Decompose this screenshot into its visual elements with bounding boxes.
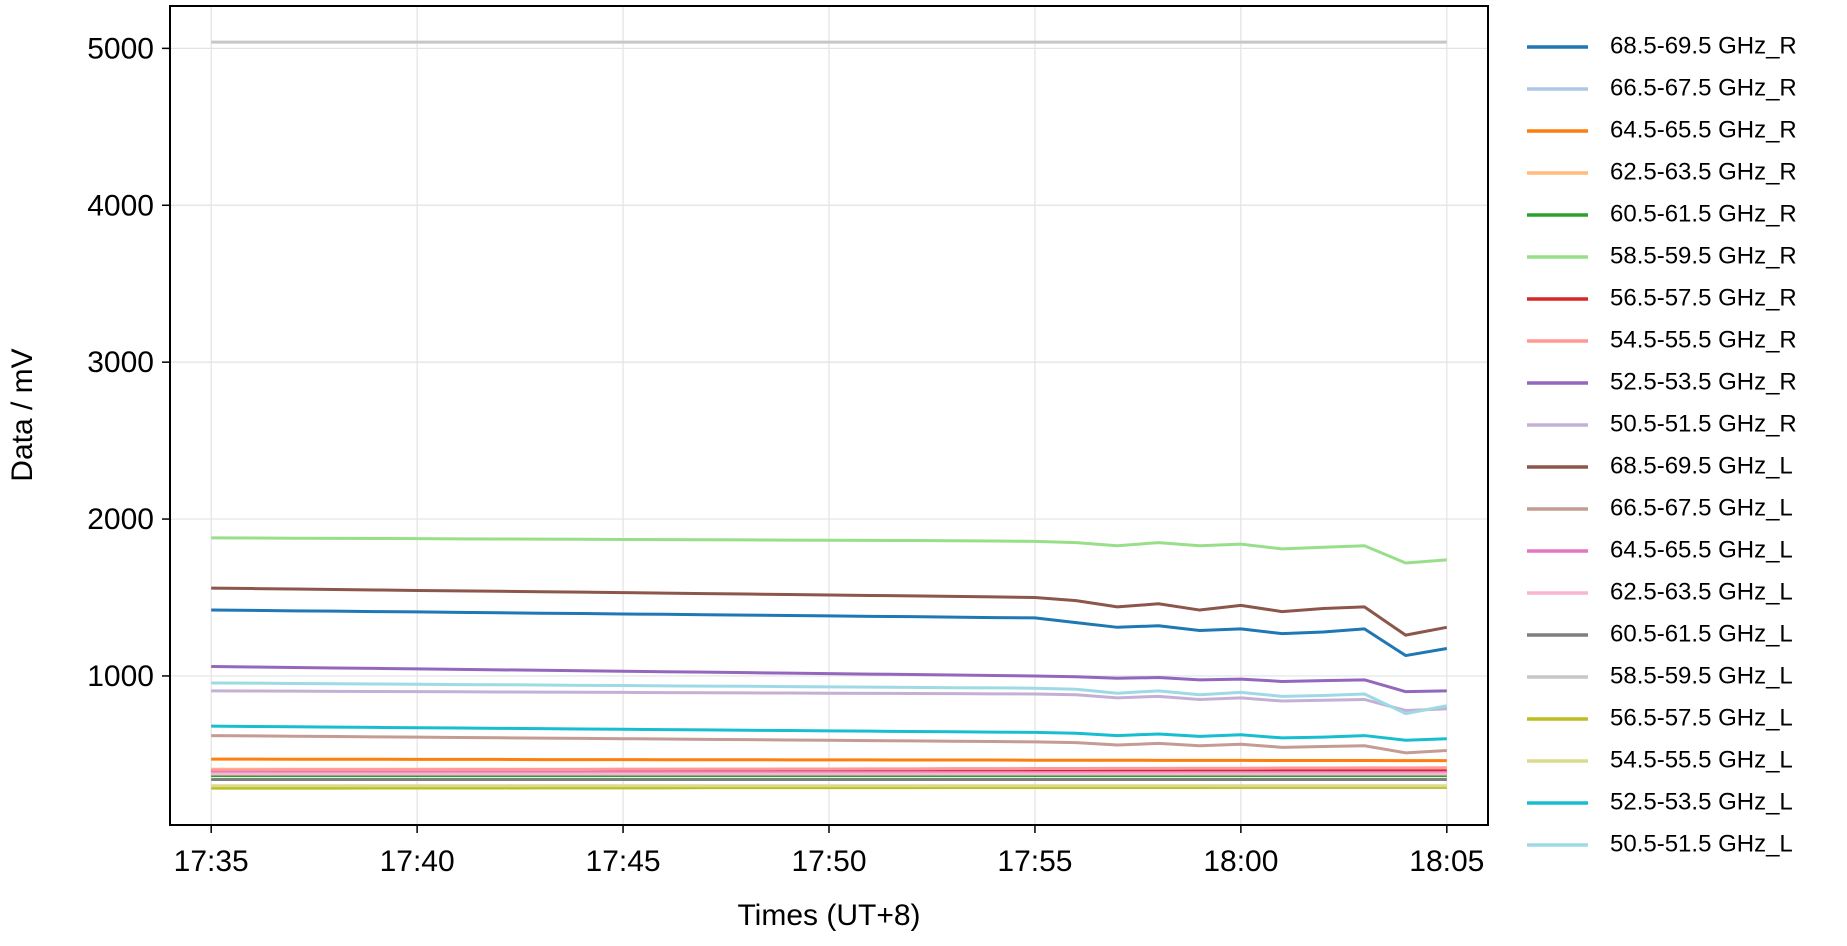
x-tick-label: 17:50 — [791, 845, 866, 878]
x-tick-label: 17:35 — [174, 845, 249, 878]
legend-label: 64.5-65.5 GHz_R — [1610, 116, 1797, 143]
legend-label: 66.5-67.5 GHz_R — [1610, 74, 1797, 101]
x-tick-label: 17:45 — [586, 845, 661, 878]
legend-label: 56.5-57.5 GHz_L — [1610, 704, 1793, 731]
legend-label: 62.5-63.5 GHz_L — [1610, 578, 1793, 605]
legend-label: 56.5-57.5 GHz_R — [1610, 284, 1797, 311]
legend-label: 52.5-53.5 GHz_R — [1610, 368, 1797, 395]
legend-label: 68.5-69.5 GHz_L — [1610, 452, 1793, 479]
y-axis-label: Data / mV — [6, 348, 39, 481]
legend-label: 54.5-55.5 GHz_L — [1610, 746, 1793, 773]
x-tick-label: 17:55 — [997, 845, 1072, 878]
y-tick-label: 5000 — [87, 32, 154, 65]
series-line — [211, 757, 1447, 763]
legend-label: 52.5-53.5 GHz_L — [1610, 788, 1793, 815]
legend-label: 68.5-69.5 GHz_R — [1610, 32, 1797, 59]
x-axis-label: Times (UT+8) — [737, 899, 920, 932]
series-line — [211, 586, 1448, 637]
series-line — [211, 689, 1447, 712]
x-tick-label: 17:40 — [380, 845, 455, 878]
series-line — [211, 724, 1447, 742]
y-tick-label: 4000 — [87, 189, 154, 222]
y-tick-label: 1000 — [87, 660, 154, 693]
x-tick-label: 18:05 — [1409, 845, 1484, 878]
series-line — [211, 681, 1448, 716]
y-tick-label: 3000 — [87, 346, 154, 379]
legend-label: 62.5-63.5 GHz_R — [1610, 158, 1797, 185]
legend-label: 50.5-51.5 GHz_L — [1610, 830, 1793, 857]
legend-label: 58.5-59.5 GHz_L — [1610, 662, 1793, 689]
legend: 68.5-69.5 GHz_R 66.5-67.5 GHz_R 64.5-65.5 … — [1527, 32, 1797, 857]
y-tick-label: 2000 — [87, 503, 154, 536]
series-line — [211, 608, 1448, 658]
x-tick-label: 18:00 — [1203, 845, 1278, 878]
legend-label: 50.5-51.5 GHz_R — [1610, 410, 1797, 437]
series-line — [211, 665, 1447, 694]
legend-label: 66.5-67.5 GHz_L — [1610, 494, 1793, 521]
plot-frame — [169, 5, 1489, 826]
legend-label: 58.5-59.5 GHz_R — [1610, 242, 1797, 269]
legend-label: 54.5-55.5 GHz_R — [1610, 326, 1797, 353]
legend-label: 60.5-61.5 GHz_R — [1610, 200, 1797, 227]
series-line — [211, 785, 1447, 790]
series-line — [211, 766, 1447, 772]
legend-label: 60.5-61.5 GHz_L — [1610, 620, 1793, 647]
series-line — [211, 536, 1447, 565]
series-line — [211, 734, 1447, 755]
legend-label: 64.5-65.5 GHz_L — [1610, 536, 1793, 563]
